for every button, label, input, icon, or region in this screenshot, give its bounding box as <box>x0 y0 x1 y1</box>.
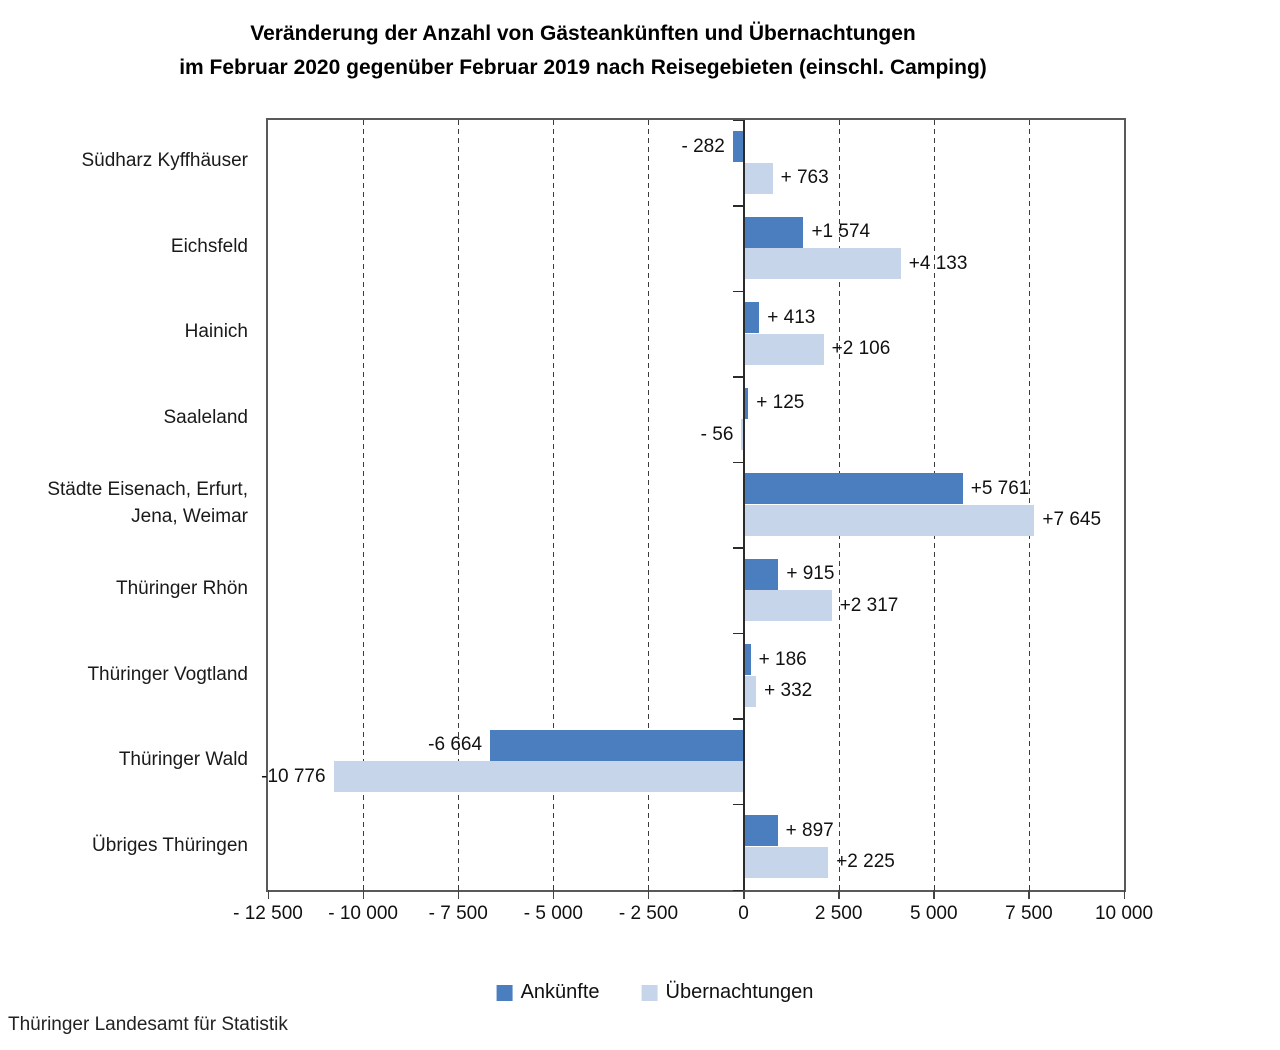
x-axis-tick <box>457 890 460 899</box>
source-note: Thüringer Landesamt für Statistik <box>8 1014 288 1035</box>
bar-ankuenfte <box>490 729 744 761</box>
gridline <box>363 120 365 890</box>
category-axis-tick <box>732 718 744 720</box>
x-axis-tick <box>838 890 840 899</box>
bar-uebernachtungen <box>743 248 901 280</box>
bar-ankuenfte <box>743 815 778 847</box>
data-label: +4 133 <box>908 252 968 274</box>
legend: Ankünfte Übernachtungen <box>496 981 814 1004</box>
category-axis-tick <box>732 632 744 635</box>
x-axis-tick <box>933 890 935 899</box>
category-label: Hainich <box>184 321 248 343</box>
data-label: +2 106 <box>831 338 891 360</box>
data-label: -10 776 <box>261 765 326 787</box>
chart-title-line-1: Veränderung der Anzahl von Gästeankünfte… <box>250 22 916 45</box>
data-label: + 915 <box>786 563 835 585</box>
bar-uebernachtungen <box>743 590 832 622</box>
category-axis-tick <box>732 889 744 891</box>
x-axis-tick-label: - 7 500 <box>428 903 488 924</box>
category-axis-tick <box>732 290 744 293</box>
x-axis-tick-label: - 10 000 <box>328 903 398 924</box>
category-label: Eichsfeld <box>170 235 248 257</box>
category-axis-tick <box>732 376 744 378</box>
legend-swatch-ankuenfte-icon <box>496 984 513 1001</box>
x-axis-tick <box>1123 890 1125 899</box>
x-axis-tick-label: 10 000 <box>1094 903 1154 924</box>
legend-swatch-uebernachtungen-icon <box>641 984 658 1001</box>
category-axis-tick <box>732 205 744 207</box>
zero-axis-line <box>742 120 745 890</box>
category-label: Thüringer Wald <box>118 749 248 771</box>
x-axis-tick <box>1028 890 1030 899</box>
x-axis-tick <box>362 890 365 899</box>
data-label: +5 761 <box>970 477 1030 499</box>
data-label: +1 574 <box>811 221 871 243</box>
x-axis-tick-label: 5 000 <box>909 903 958 924</box>
x-axis-tick <box>647 890 650 899</box>
category-label: Saaleland <box>163 406 248 428</box>
data-label: +2 225 <box>836 851 895 873</box>
x-axis-tick-label: - 5 000 <box>523 903 583 924</box>
bar-ankuenfte <box>743 473 963 505</box>
x-axis-tick <box>743 890 745 899</box>
legend-item-ankuenfte: Ankünfte <box>496 981 600 1004</box>
gridline <box>458 120 460 890</box>
bar-uebernachtungen <box>741 419 744 451</box>
category-axis-tick <box>732 547 744 549</box>
x-axis-tick-label: 0 <box>738 903 749 924</box>
data-label: + 897 <box>785 819 834 841</box>
x-axis-tick-label: 2 500 <box>814 903 863 924</box>
bar-uebernachtungen <box>743 333 824 365</box>
category-label: Städte Eisenach, Erfurt, Jena, Weimar <box>47 478 248 527</box>
bar-ankuenfte <box>743 302 760 334</box>
gridline <box>648 120 650 890</box>
x-axis-tick <box>267 890 269 899</box>
data-label: + 186 <box>758 648 807 670</box>
data-label: +2 317 <box>839 594 899 616</box>
category-axis-tick <box>732 803 744 806</box>
bar-ankuenfte <box>743 216 804 248</box>
category-axis-tick <box>732 119 744 121</box>
bar-uebernachtungen <box>743 846 829 878</box>
x-axis-tick-label: 7 500 <box>1005 903 1053 924</box>
bar-ankuenfte <box>743 644 751 676</box>
x-axis-tick-label: - 12 500 <box>233 903 303 924</box>
x-axis-tick-label: - 2 500 <box>618 903 679 924</box>
chart-title-line-2: im Februar 2020 gegenüber Februar 2019 n… <box>179 56 987 79</box>
category-label: Südharz Kyffhäuser <box>81 150 248 172</box>
category-axis-labels: Südharz Kyffhäuser Eichsfeld Hainich Saalel… <box>0 118 248 888</box>
category-label: Thüringer Rhön <box>115 578 248 600</box>
plot-area: - 282 +1 574 + 413 + 125 +5 761 + 915 + 186 -6 … <box>261 118 1126 899</box>
legend-label-ankuenfte: Ankünfte <box>520 981 600 1003</box>
legend-label-uebernachtungen: Übernachtungen <box>665 981 814 1003</box>
bar-uebernachtungen <box>333 761 744 793</box>
x-axis-tick-labels: - 12 500 - 10 000 - 7 500 - 5 000 - 2 500 0 2 … <box>233 903 1153 933</box>
category-label: Thüringer Vogtland <box>87 663 248 685</box>
category-label: Übriges Thüringen <box>92 834 248 856</box>
chart-title: Veränderung der Anzahl von Gästeankünfte… <box>179 17 987 85</box>
category-axis-tick <box>732 461 744 464</box>
gridline <box>553 120 555 890</box>
data-label: + 413 <box>767 306 816 328</box>
data-label: +7 645 <box>1042 509 1102 531</box>
bar-uebernachtungen <box>743 675 757 707</box>
legend-item-uebernachtungen: Übernachtungen <box>641 981 814 1004</box>
bar-ankuenfte <box>732 131 744 162</box>
data-label: + 125 <box>756 392 805 414</box>
data-label: -6 664 <box>428 734 483 756</box>
bar-uebernachtungen <box>743 162 773 194</box>
bar-ankuenfte <box>743 387 749 419</box>
data-label: + 763 <box>780 167 829 188</box>
data-label: - 282 <box>681 135 725 157</box>
bar-ankuenfte <box>743 558 779 590</box>
data-label: + 332 <box>764 680 813 702</box>
bar-uebernachtungen <box>743 504 1035 536</box>
data-label: - 56 <box>700 423 734 445</box>
x-axis-tick <box>552 890 555 899</box>
